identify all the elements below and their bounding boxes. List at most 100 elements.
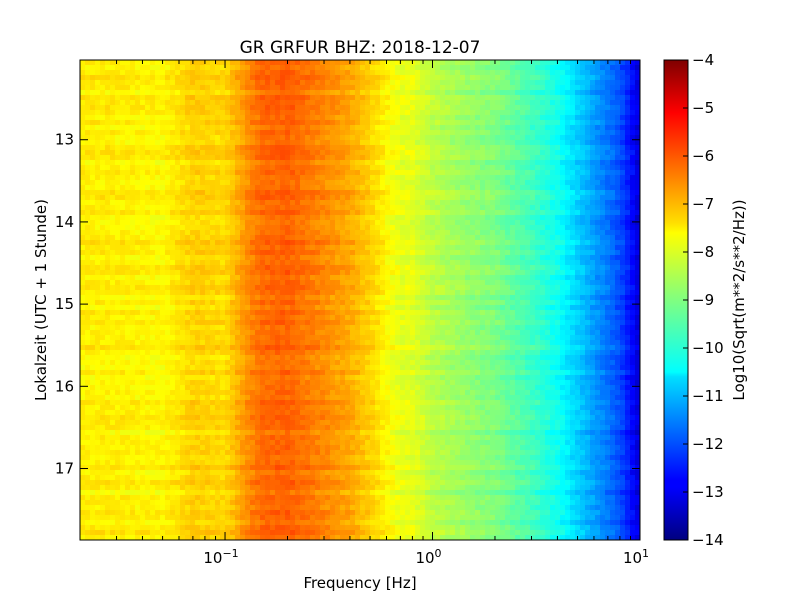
heatmap-cell [135, 250, 141, 256]
heatmap-cell [95, 370, 101, 376]
heatmap-cell [195, 65, 201, 71]
heatmap-cell [265, 515, 271, 521]
heatmap-cell [200, 160, 206, 166]
heatmap-cell [245, 220, 251, 226]
heatmap-cell [140, 70, 146, 76]
heatmap-cell [280, 165, 286, 171]
heatmap-cell [220, 380, 226, 386]
heatmap-cell [255, 80, 261, 86]
heatmap-cell [215, 190, 221, 196]
heatmap-cell [150, 370, 156, 376]
heatmap-cell [155, 455, 161, 461]
heatmap-cell [165, 245, 171, 251]
heatmap-cell [180, 195, 186, 201]
heatmap-cell [160, 85, 166, 91]
heatmap-cell [235, 260, 241, 266]
heatmap-cell [95, 185, 101, 191]
heatmap-cell [200, 145, 206, 151]
heatmap-cell [240, 460, 246, 466]
heatmap-cell [110, 165, 116, 171]
heatmap-cell [100, 90, 106, 96]
heatmap-cell [105, 170, 111, 176]
heatmap-cell [95, 140, 101, 146]
heatmap-cell [330, 320, 336, 326]
heatmap-cell [125, 245, 131, 251]
heatmap-cell [280, 260, 286, 266]
heatmap-cell [290, 375, 296, 381]
heatmap-cell [150, 355, 156, 361]
heatmap-cell [275, 530, 281, 536]
heatmap-cell [180, 215, 186, 221]
heatmap-cell [250, 400, 256, 406]
heatmap-cell [185, 245, 191, 251]
heatmap-cell [90, 350, 96, 356]
heatmap-cell [285, 315, 291, 321]
heatmap-cell [210, 270, 216, 276]
heatmap-cell [125, 210, 131, 216]
heatmap-cell [335, 120, 341, 126]
heatmap-cell [155, 300, 161, 306]
heatmap-cell [110, 350, 116, 356]
heatmap-cell [205, 180, 211, 186]
heatmap-cell [195, 295, 201, 301]
heatmap-cell [310, 440, 316, 446]
heatmap-cell [230, 455, 236, 461]
heatmap-cell [275, 430, 281, 436]
heatmap-cell [135, 410, 141, 416]
heatmap-cell [290, 250, 296, 256]
heatmap-cell [255, 320, 261, 326]
heatmap-cell [210, 315, 216, 321]
heatmap-cell [275, 270, 281, 276]
heatmap-cell [190, 310, 196, 316]
heatmap-cell [325, 230, 331, 236]
heatmap-cell [325, 425, 331, 431]
heatmap-cell [135, 270, 141, 276]
heatmap-cell [320, 435, 326, 441]
heatmap-cell [175, 290, 181, 296]
heatmap-cell [105, 430, 111, 436]
heatmap-cell [120, 275, 126, 281]
heatmap-cell [190, 455, 196, 461]
heatmap-cell [110, 435, 116, 441]
heatmap-cell [260, 235, 266, 241]
heatmap-cell [280, 365, 286, 371]
heatmap-cell [290, 470, 296, 476]
heatmap-cell [150, 175, 156, 181]
heatmap-cell [160, 95, 166, 101]
heatmap-cell [315, 260, 321, 266]
heatmap-cell [175, 245, 181, 251]
heatmap-cell [200, 185, 206, 191]
heatmap-cell [145, 235, 151, 241]
heatmap-cell [155, 510, 161, 516]
heatmap-cell [220, 65, 226, 71]
heatmap-cell [215, 130, 221, 136]
heatmap-cell [255, 450, 261, 456]
heatmap-cell [155, 445, 161, 451]
heatmap-cell [275, 250, 281, 256]
heatmap-cell [250, 450, 256, 456]
heatmap-cell [130, 455, 136, 461]
heatmap-cell [215, 100, 221, 106]
heatmap-cell [150, 385, 156, 391]
heatmap-cell [275, 70, 281, 76]
heatmap-cell [180, 200, 186, 206]
heatmap-cell [160, 370, 166, 376]
heatmap-cell [315, 370, 321, 376]
heatmap-cell [305, 90, 311, 96]
heatmap-cell [85, 345, 91, 351]
heatmap-cell [220, 140, 226, 146]
heatmap-cell [165, 470, 171, 476]
heatmap-cell [125, 485, 131, 491]
heatmap-cell [250, 505, 256, 511]
heatmap-cell [315, 340, 321, 346]
heatmap-cell [160, 135, 166, 141]
heatmap-cell [185, 85, 191, 91]
heatmap-cell [230, 320, 236, 326]
heatmap-cell [150, 300, 156, 306]
heatmap-cell [100, 230, 106, 236]
heatmap-cell [150, 390, 156, 396]
heatmap-cell [270, 280, 276, 286]
heatmap-cell [95, 80, 101, 86]
heatmap-cell [115, 345, 121, 351]
heatmap-cell [120, 445, 126, 451]
